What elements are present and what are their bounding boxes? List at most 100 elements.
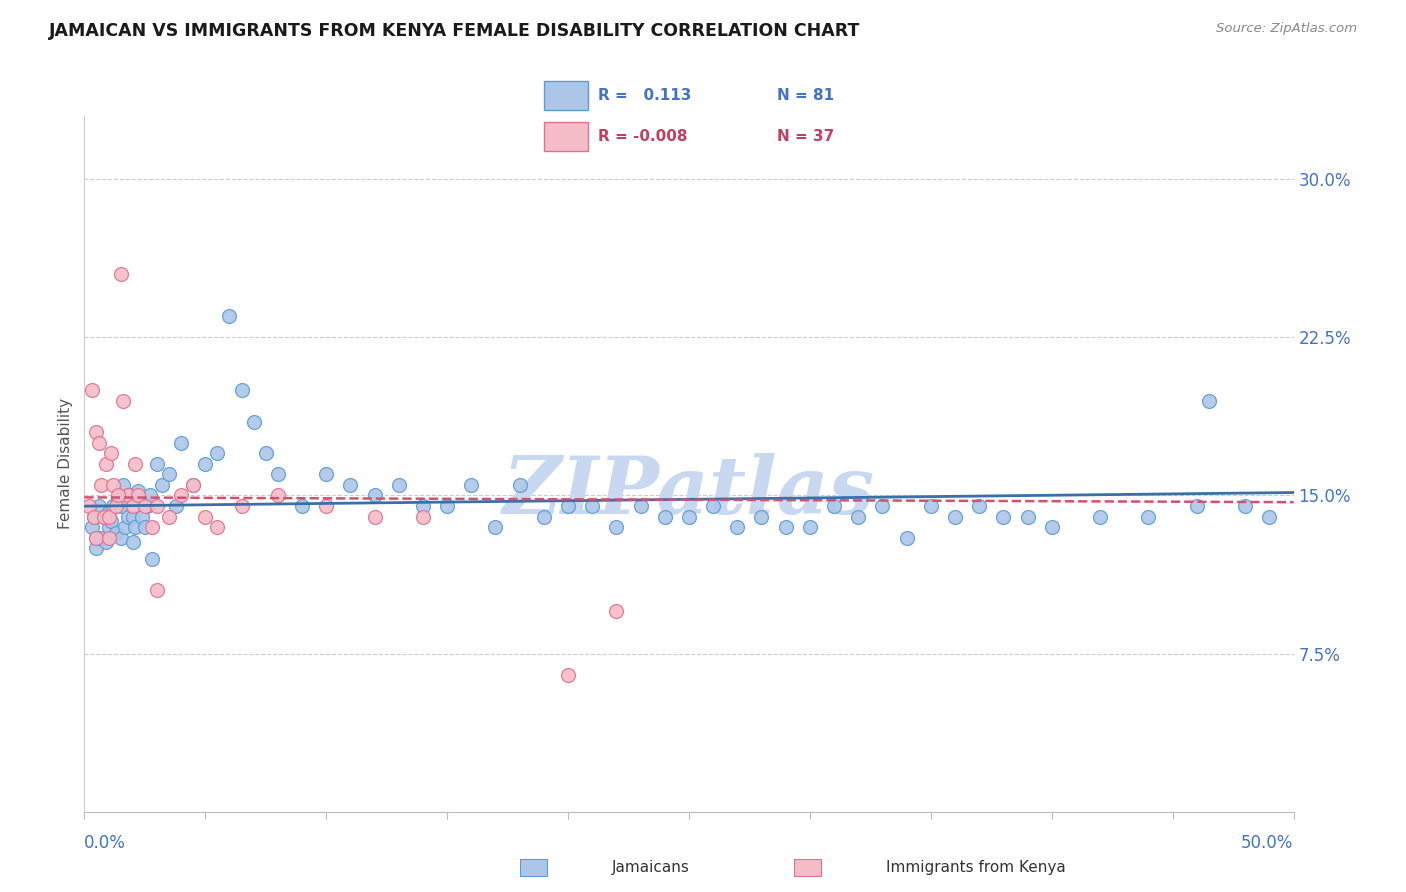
Point [194,457,217,471]
Point [1017,509,1039,524]
Point [242,415,264,429]
Point [363,488,385,502]
Point [1137,509,1160,524]
Point [136,499,159,513]
Point [157,509,180,524]
Point [267,488,290,502]
Point [967,499,990,513]
Point [920,499,942,513]
Point [124,520,146,534]
Point [872,499,894,513]
Point [80,383,103,397]
Point [100,446,122,460]
Point [170,435,193,450]
Point [231,499,253,513]
Point [823,499,845,513]
Point [254,446,277,460]
Point [134,520,156,534]
Point [86,541,108,556]
Text: JAMAICAN VS IMMIGRANTS FROM KENYA FEMALE DISABILITY CORRELATION CHART: JAMAICAN VS IMMIGRANTS FROM KENYA FEMALE… [49,22,860,40]
Point [315,499,337,513]
Point [121,509,143,524]
Bar [544,122,588,151]
Point [775,520,797,534]
Point [114,520,136,534]
Point [363,509,385,524]
Point [725,520,748,534]
Point [181,478,204,492]
Point [86,531,108,545]
Point [207,520,229,534]
Point [267,467,290,482]
Point [100,514,122,528]
Point [80,520,103,534]
Point [170,488,193,502]
Text: Source: ZipAtlas.com: Source: ZipAtlas.com [1216,22,1357,36]
Point [104,526,127,541]
Point [90,478,112,492]
Point [231,383,253,397]
Point [436,499,458,513]
Point [165,499,187,513]
Point [630,499,652,513]
Point [291,499,314,513]
Point [141,520,163,534]
Point [121,534,143,549]
Point [509,478,531,492]
Point [93,509,115,524]
Point [146,499,169,513]
Point [94,534,117,549]
Point [110,531,132,545]
Point [112,393,135,408]
Point [120,488,142,502]
Text: R = -0.008: R = -0.008 [599,129,688,144]
Point [1258,509,1281,524]
Point [131,509,153,524]
Point [533,509,555,524]
Point [87,499,110,513]
Point [93,509,115,524]
Point [90,531,112,545]
Point [103,499,125,513]
Point [129,492,152,507]
Point [117,488,139,502]
Point [581,499,603,513]
Point [104,499,127,513]
Point [799,520,821,534]
Text: Immigrants from Kenya: Immigrants from Kenya [886,861,1066,875]
Point [146,457,169,471]
Point [605,604,627,618]
Point [412,499,434,513]
Point [97,531,120,545]
Text: 0.0%: 0.0% [84,834,127,852]
Point [97,509,120,524]
Point [702,499,724,513]
Point [412,509,434,524]
Point [557,499,579,513]
Point [86,531,108,545]
Point [654,509,676,524]
Point [77,499,100,513]
Point [181,478,204,492]
Point [207,446,229,460]
Point [896,531,918,545]
Point [315,467,337,482]
Text: Jamaicans: Jamaicans [612,861,689,875]
Point [127,484,149,499]
Point [117,509,139,524]
Point [97,520,120,534]
Point [218,310,240,324]
Point [97,505,120,519]
Point [678,509,700,524]
Bar [544,81,588,110]
Point [141,551,163,566]
Point [993,509,1015,524]
Point [86,425,108,440]
Point [110,499,132,513]
Point [1198,393,1220,408]
Point [157,467,180,482]
Point [134,499,156,513]
Point [124,457,146,471]
Point [388,478,411,492]
Point [1234,499,1257,513]
